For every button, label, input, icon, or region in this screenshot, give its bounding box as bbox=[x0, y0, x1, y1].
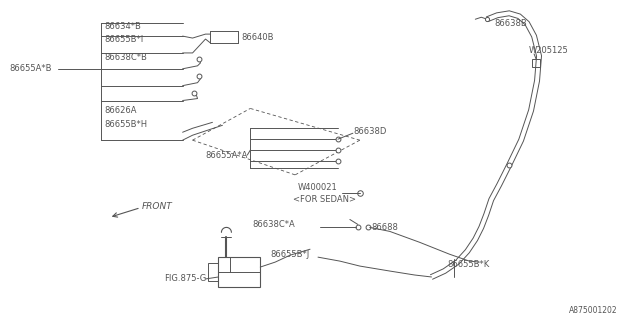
Text: 86638B: 86638B bbox=[494, 19, 527, 28]
Text: FIG.875-G: FIG.875-G bbox=[164, 275, 206, 284]
Text: 86655B*H: 86655B*H bbox=[104, 120, 147, 129]
Bar bbox=[218, 257, 260, 287]
Text: A875001202: A875001202 bbox=[569, 306, 618, 315]
Text: 86626A: 86626A bbox=[104, 106, 136, 115]
Bar bbox=[532, 59, 540, 67]
Text: 86638C*B: 86638C*B bbox=[104, 53, 147, 62]
Text: 86688: 86688 bbox=[372, 223, 399, 232]
Text: W205125: W205125 bbox=[529, 46, 569, 55]
Text: 86655A*A: 86655A*A bbox=[205, 150, 248, 160]
Text: <FOR SEDAN>: <FOR SEDAN> bbox=[293, 195, 356, 204]
Bar bbox=[209, 263, 218, 281]
Text: 86655A*B: 86655A*B bbox=[10, 64, 52, 73]
Text: 86638C*A: 86638C*A bbox=[252, 220, 295, 229]
Text: W400021: W400021 bbox=[298, 183, 338, 192]
Text: 86634*B: 86634*B bbox=[104, 22, 141, 31]
Text: 86655B*K: 86655B*K bbox=[447, 260, 490, 268]
Text: 86638D: 86638D bbox=[354, 127, 387, 136]
Text: 86640B: 86640B bbox=[241, 33, 274, 42]
Text: FRONT: FRONT bbox=[142, 202, 173, 211]
Text: 86655B*J: 86655B*J bbox=[270, 250, 310, 259]
Text: 86655B*I: 86655B*I bbox=[104, 35, 143, 44]
